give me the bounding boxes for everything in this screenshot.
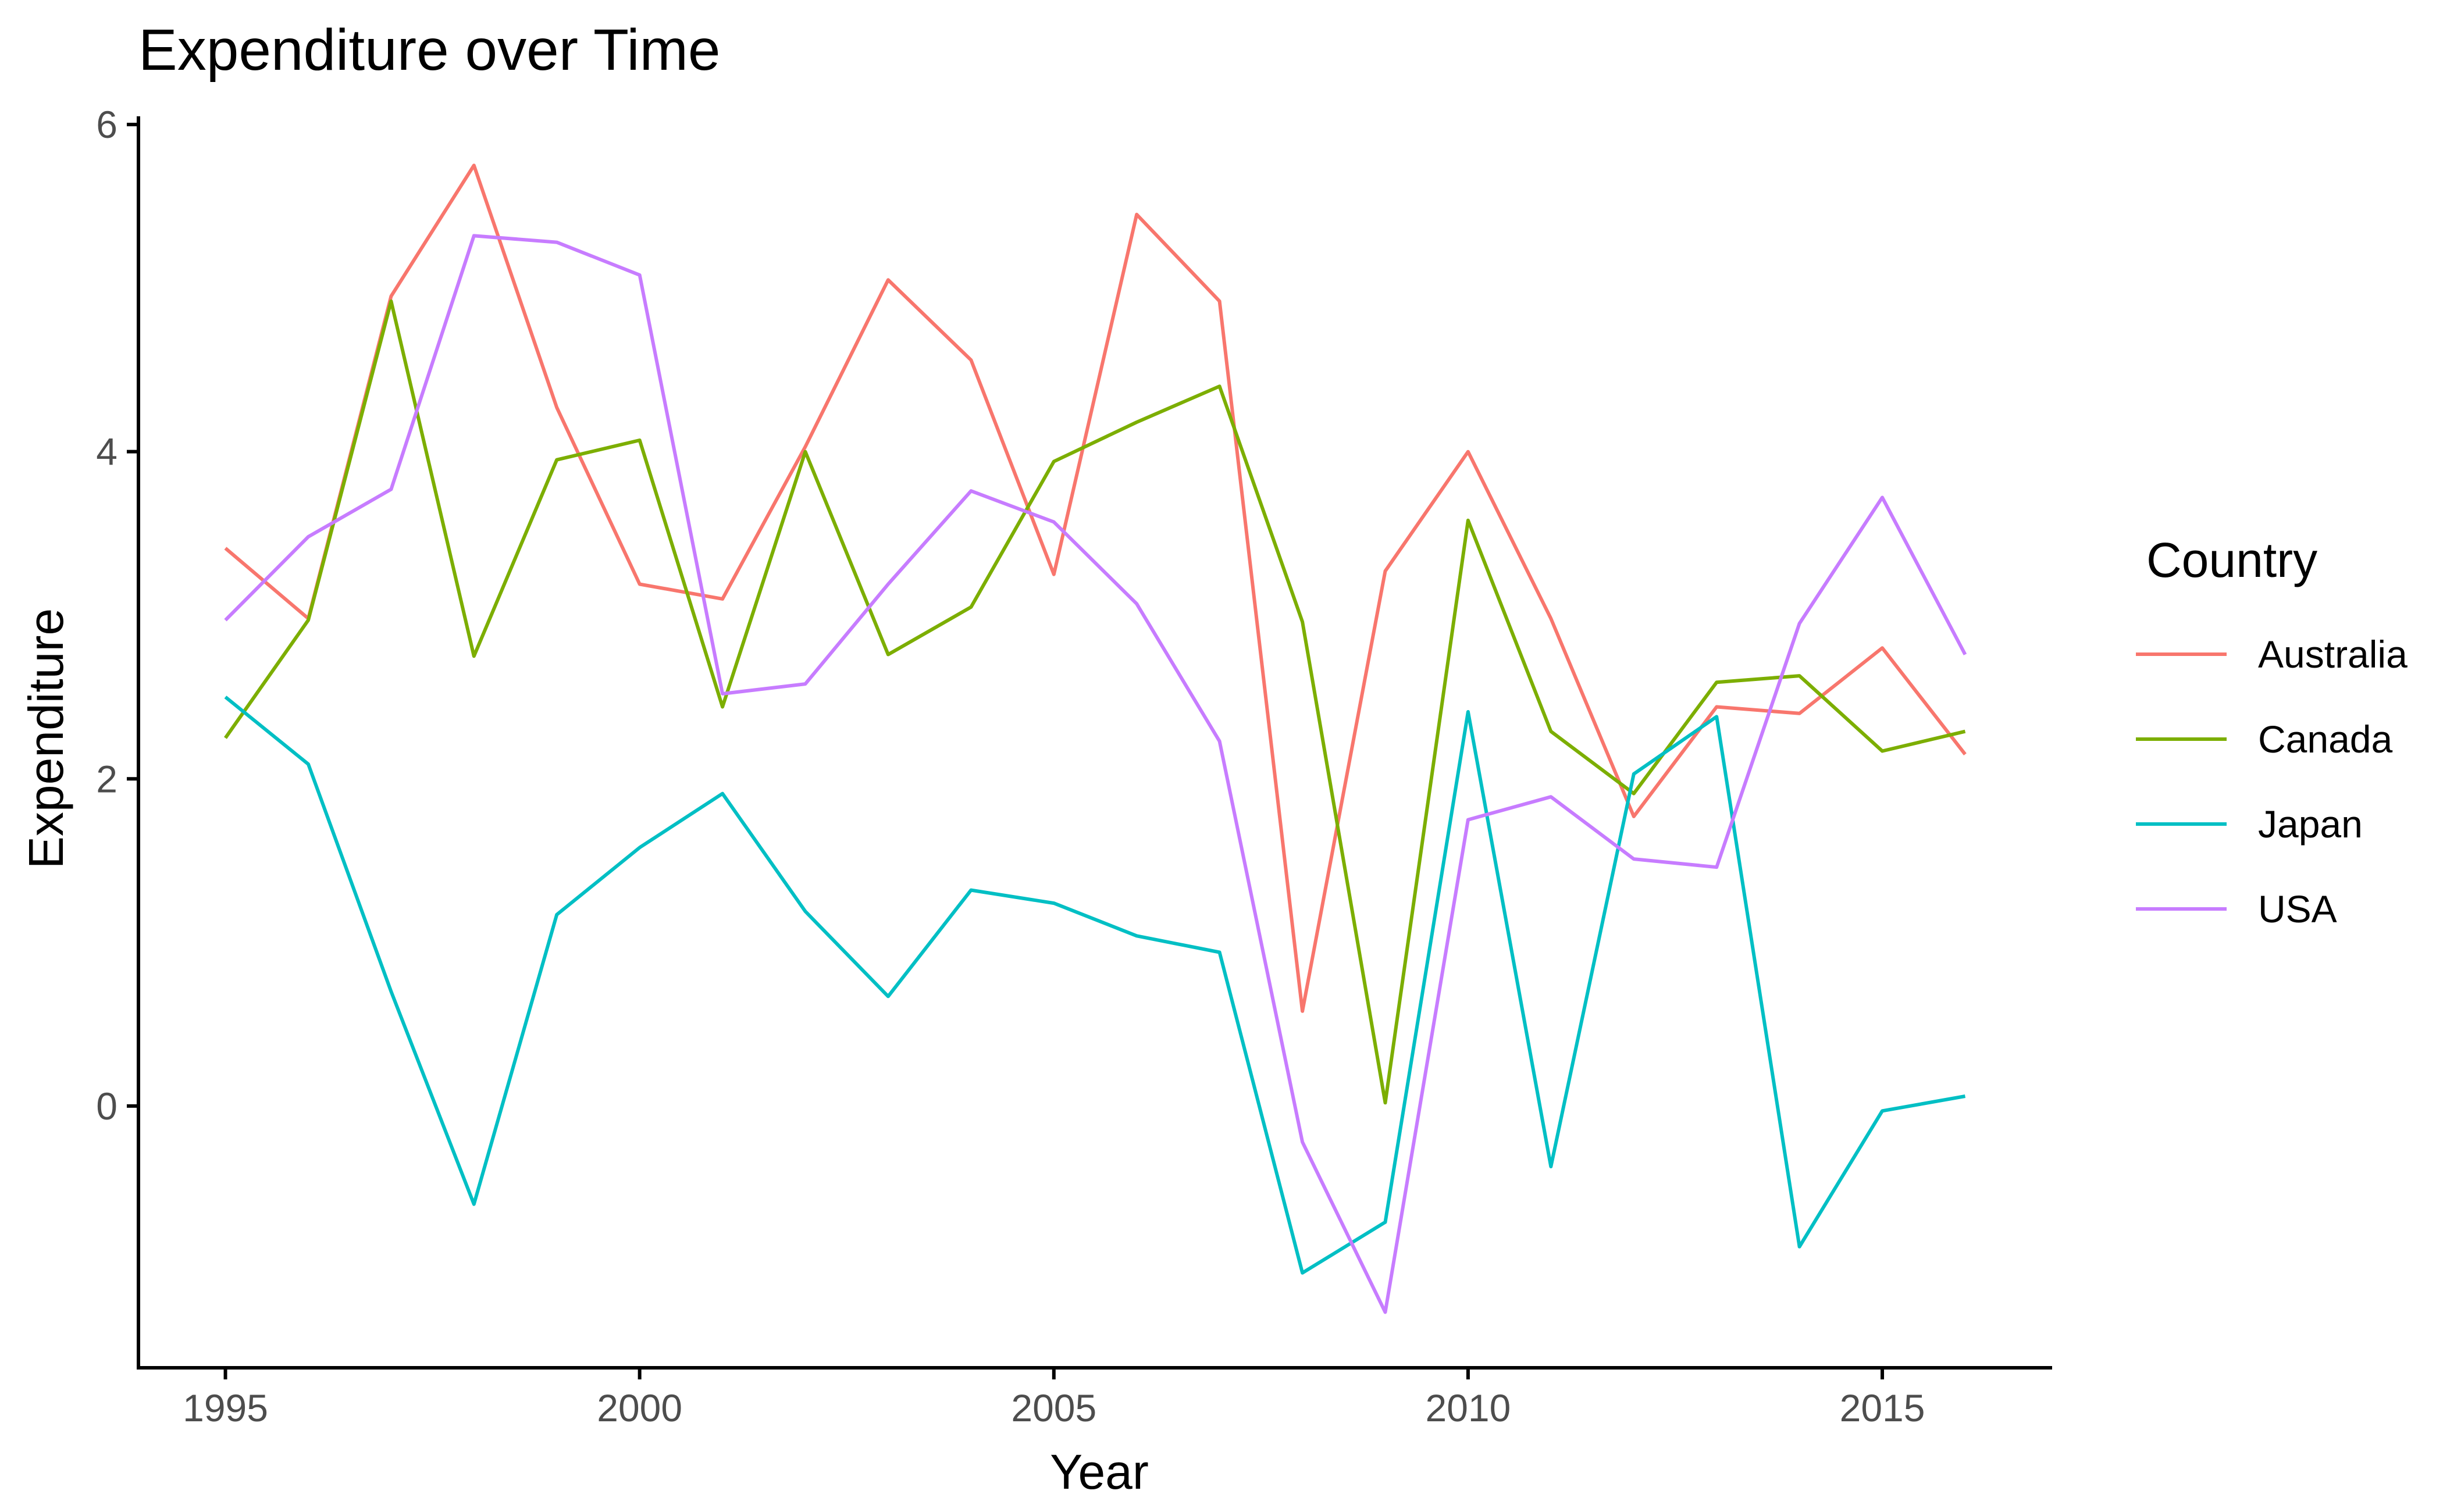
legend: Country Australia Canada Japan USA [2136, 533, 2408, 930]
x-tick-label: 1995 [183, 1386, 268, 1429]
legend-label-australia: Australia [2258, 633, 2408, 676]
x-axis-ticks: 1995 2000 2005 2010 2015 [183, 1368, 1925, 1429]
legend-label-usa: USA [2258, 887, 2337, 930]
x-tick-label: 2010 [1425, 1386, 1511, 1429]
y-axis-ticks: 0 2 4 6 [96, 103, 138, 1128]
y-tick-label: 0 [96, 1085, 117, 1128]
series-layer [224, 163, 1967, 1314]
legend-title: Country [2146, 533, 2317, 587]
y-tick-label: 6 [96, 103, 117, 146]
y-tick-label: 4 [96, 430, 117, 473]
series-line-canada [224, 299, 1966, 1105]
legend-items: Australia Canada Japan USA [2136, 633, 2408, 930]
series-line-japan [224, 696, 1966, 1275]
series-line-usa [224, 234, 1967, 1314]
series-line-australia [224, 163, 1967, 1013]
chart-title: Expenditure over Time [138, 17, 721, 83]
x-tick-label: 2015 [1840, 1386, 1925, 1429]
plot-area: 1995 2000 2005 2010 2015 0 2 4 6 [96, 103, 2052, 1429]
x-tick-label: 2000 [597, 1386, 682, 1429]
x-axis-title: Year [1050, 1445, 1149, 1499]
x-tick-label: 2005 [1011, 1386, 1096, 1429]
legend-label-canada: Canada [2258, 718, 2392, 761]
y-tick-label: 2 [96, 757, 117, 800]
legend-label-japan: Japan [2258, 803, 2363, 846]
y-axis-title: Expenditure [19, 608, 73, 869]
